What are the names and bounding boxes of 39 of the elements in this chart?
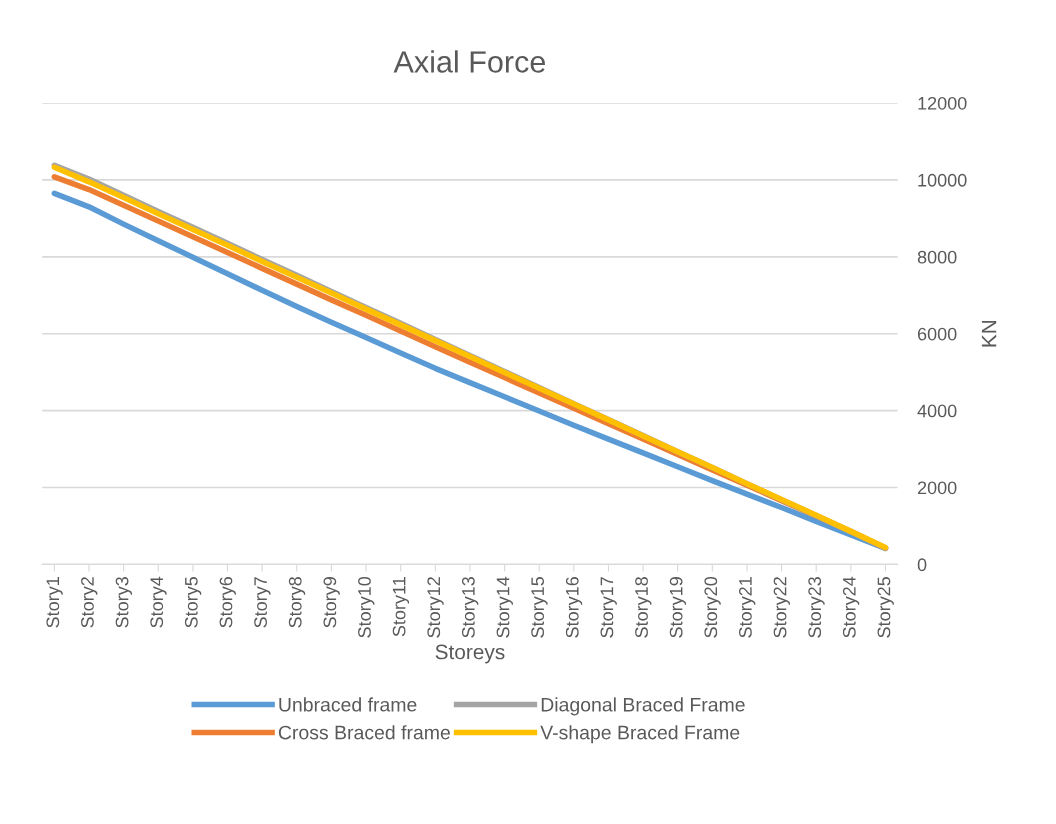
x-tick-label: Story9 xyxy=(323,577,340,628)
x-tick-label: Story17 xyxy=(600,577,617,638)
x-tick-label: Story22 xyxy=(773,577,791,638)
x-tick-label: Story18 xyxy=(635,577,652,638)
x-tick-label: Story21 xyxy=(739,577,756,638)
x-tick-label: Story10 xyxy=(358,576,375,638)
legend-label: Diagonal Braced Frame xyxy=(541,697,745,716)
x-tick-label: Story11 xyxy=(392,577,410,637)
y-tick-label: 10000 xyxy=(918,173,967,187)
y-tick-label: 0 xyxy=(917,558,927,572)
x-tick-label: Story4 xyxy=(150,576,167,628)
x-tick-label: Story15 xyxy=(531,577,548,638)
y-tick-label: 4000 xyxy=(917,404,957,418)
chart-title: Axial Force xyxy=(393,50,545,73)
y-axis-title: KN xyxy=(981,320,997,347)
x-tick-label: Story24 xyxy=(842,576,860,638)
x-tick-label: Story20 xyxy=(704,576,721,638)
x-tick-label: Story5 xyxy=(184,577,202,628)
x-tick-label: Story6 xyxy=(219,577,236,628)
x-tick-label: Story1 xyxy=(46,577,63,628)
x-axis-title: Storeys xyxy=(435,644,505,664)
x-tick-label: Story25 xyxy=(877,577,894,638)
y-tick-label: 12000 xyxy=(918,96,967,110)
legend-label: Cross Braced frame xyxy=(278,725,450,740)
x-tick-label: Story14 xyxy=(496,576,513,638)
y-tick-label: 6000 xyxy=(917,327,957,341)
x-tick-label: Story13 xyxy=(461,577,479,638)
x-tick-label: Story2 xyxy=(81,577,98,628)
x-tick-label: Story3 xyxy=(115,577,133,628)
y-tick-label: 2000 xyxy=(917,481,957,495)
y-tick-label: 8000 xyxy=(917,250,957,264)
legend-label: V-shape Braced Frame xyxy=(540,725,740,744)
x-tick-label: Story16 xyxy=(565,577,583,638)
legend-label: Unbraced frame xyxy=(279,697,417,712)
x-tick-label: Story12 xyxy=(427,577,444,638)
x-tick-label: Story23 xyxy=(808,577,825,638)
x-tick-label: Story19 xyxy=(669,577,687,638)
x-tick-label: Story7 xyxy=(254,577,271,628)
x-tick-label: Story8 xyxy=(288,577,306,628)
